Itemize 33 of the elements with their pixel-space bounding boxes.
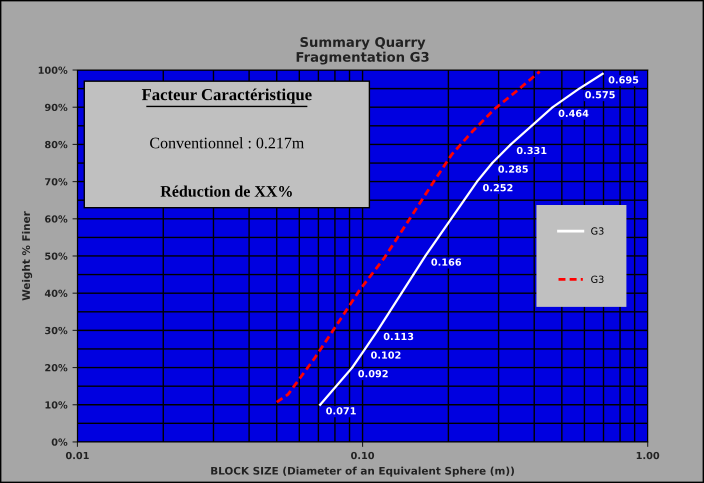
annotation: 0.102 — [371, 351, 400, 359]
annotation: 0.166 — [431, 258, 462, 266]
annotation: Conventionnel : 0.217m — [150, 137, 304, 148]
annotation: Facteur Caractéristique — [142, 88, 312, 104]
y-tick-label: 40% — [44, 290, 68, 298]
x-axis-title: BLOCK SIZE (Diameter of an Equivalent Sphere (m)) — [211, 466, 514, 477]
annotation: 0.285 — [498, 165, 528, 173]
y-tick-label: 70% — [45, 178, 68, 186]
x-tick-label: 0.01 — [66, 452, 89, 460]
y-tick-label: 50% — [45, 252, 68, 260]
annotation: 0.331 — [516, 146, 546, 154]
annotation: Réduction de XX% — [160, 186, 292, 197]
y-axis-title: Weight % Finer — [22, 211, 32, 300]
annotation: 0.092 — [358, 370, 388, 378]
y-tick-label: 20% — [45, 364, 68, 372]
annotation: 0.575 — [585, 91, 615, 98]
chart-title: Summary Quarry Fragmentation G3 — [296, 37, 429, 65]
x-tick-label: 1.00 — [636, 452, 660, 460]
y-tick-label: 90% — [44, 104, 68, 112]
y-tick-label: 10% — [46, 401, 68, 409]
annotation: 0.252 — [483, 184, 512, 192]
annotation: 0.695 — [608, 76, 638, 84]
y-tick-label: 30% — [45, 326, 68, 334]
y-tick-label: 100% — [38, 66, 68, 74]
annotation: 0.464 — [558, 110, 588, 117]
annotation: 0.071 — [326, 407, 356, 415]
legend-label: G3 — [591, 276, 604, 283]
annotation: 0.113 — [384, 332, 414, 340]
legend-label: G3 — [591, 227, 604, 235]
y-tick-label: 80% — [45, 140, 68, 148]
y-tick-label: 60% — [45, 215, 68, 223]
y-tick-label: 0% — [52, 438, 68, 446]
x-tick-label: 0.10 — [351, 452, 374, 460]
